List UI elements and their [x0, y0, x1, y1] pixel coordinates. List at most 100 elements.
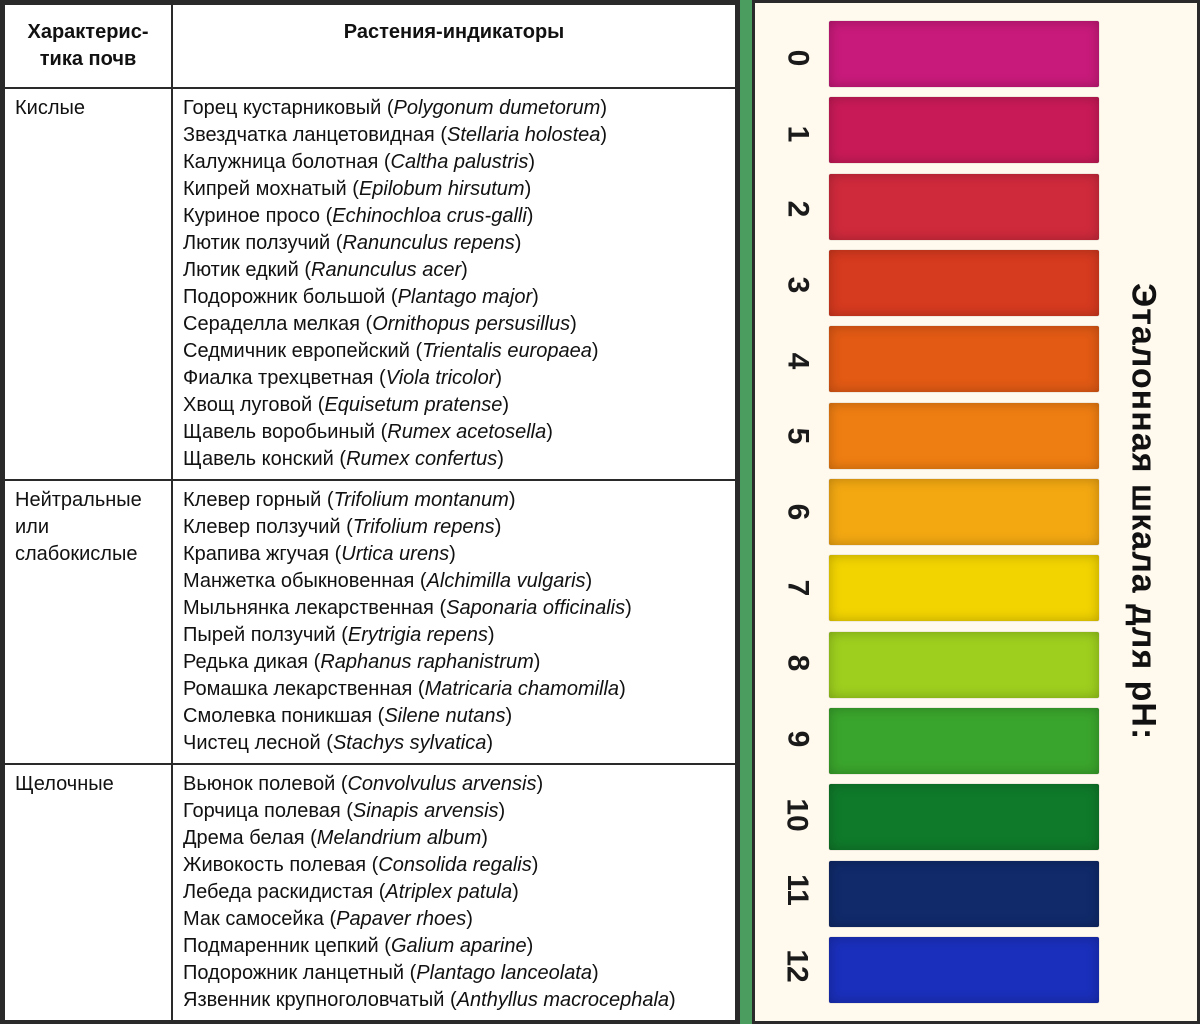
ph-scale-swatches [829, 21, 1099, 1003]
plant-entry: Подорожник ланцетный (Plantago lanceolat… [183, 960, 725, 987]
plant-name-ru: Горчица полевая [183, 800, 341, 822]
plant-entry: Крапива жгучая (Urtica urens) [183, 541, 725, 568]
table-header-plants: Растения-индикаторы [172, 4, 736, 88]
plant-entry: Подмаренник цепкий (Galium aparine) [183, 933, 725, 960]
plant-entry: Звездчатка ланцетовидная (Stellaria holo… [183, 122, 725, 149]
plant-name-latin: Anthyllus macrocephala [457, 989, 669, 1011]
plant-name-ru: Куриное просо [183, 205, 320, 227]
plant-name-ru: Язвенник крупноголовчатый [183, 989, 444, 1011]
plant-name-ru: Подорожник ланцетный [183, 962, 404, 984]
plant-name-latin: Viola tricolor [386, 367, 496, 389]
ph-value-label: 6 [760, 504, 834, 521]
plant-name-latin: Galium aparine [391, 935, 527, 957]
plant-name-ru: Вьюнок полевой [183, 773, 335, 795]
plant-entry: Подорожник большой (Plantago major) [183, 284, 725, 311]
plant-name-latin: Erytrigia repens [348, 624, 488, 646]
plant-name-ru: Редька дикая [183, 651, 308, 673]
ph-color-swatch [829, 632, 1099, 698]
plant-entry: Щавель воробьиный (Rumex acetosella) [183, 419, 725, 446]
plant-entry: Лебеда раскидистая (Atriplex patula) [183, 879, 725, 906]
ph-scale-panel: 0123456789101112 Эталонная шкала для pH: [752, 0, 1200, 1024]
page-root: Характерис-тика почв Растения-индикаторы… [0, 0, 1200, 1024]
plant-entry: Щавель конский (Rumex confertus) [183, 446, 725, 473]
plant-name-latin: Papaver rhoes [336, 908, 466, 930]
table-row: ЩелочныеВьюнок полевой (Convolvulus arve… [4, 764, 736, 1021]
plant-entry: Живокость полевая (Consolida regalis) [183, 852, 725, 879]
plant-name-ru: Смолевка поникшая [183, 705, 372, 727]
plant-name-ru: Ромашка лекарственная [183, 678, 412, 700]
table-row: НейтральныеилислабокислыеКлевер горный (… [4, 480, 736, 764]
plant-name-ru: Щавель конский [183, 448, 334, 470]
plant-name-latin: Raphanus raphanistrum [320, 651, 533, 673]
plant-entry: Редька дикая (Raphanus raphanistrum) [183, 649, 725, 676]
ph-color-swatch [829, 555, 1099, 621]
plant-name-ru: Дрема белая [183, 827, 305, 849]
ph-scale-numbers: 0123456789101112 [773, 21, 821, 1003]
plant-entry: Сераделла мелкая (Ornithopus persusillus… [183, 311, 725, 338]
ph-color-swatch [829, 97, 1099, 163]
plant-entry: Язвенник крупноголовчатый (Anthyllus mac… [183, 987, 725, 1014]
plant-name-latin: Consolida regalis [378, 854, 531, 876]
plant-name-ru: Чистец лесной [183, 732, 321, 754]
plant-entry: Манжетка обыкновенная (Alchimilla vulgar… [183, 568, 725, 595]
plant-name-ru: Пырей ползучий [183, 624, 336, 646]
ph-color-swatch [829, 174, 1099, 240]
soil-type-cell: Нейтральныеилислабокислые [4, 480, 172, 764]
plant-name-ru: Манжетка обыкновенная [183, 570, 414, 592]
ph-color-swatch [829, 326, 1099, 392]
ph-value-label: 9 [760, 731, 834, 748]
ph-color-swatch [829, 861, 1099, 927]
plant-entry: Куриное просо (Echinochloa crus-galli) [183, 203, 725, 230]
plant-entry: Кипрей мохнатый (Epilobum hirsutum) [183, 176, 725, 203]
plant-name-ru: Мыльнянка лекарственная [183, 597, 434, 619]
plant-name-latin: Silene nutans [384, 705, 505, 727]
ph-color-swatch [829, 784, 1099, 850]
plant-name-latin: Melandrium album [317, 827, 482, 849]
ph-color-swatch [829, 937, 1099, 1003]
plant-name-ru: Звездчатка ланцетовидная [183, 124, 435, 146]
ph-value-label: 12 [760, 949, 834, 982]
plants-table: Характерис-тика почв Растения-индикаторы… [3, 3, 737, 1022]
plant-name-latin: Trientalis europaea [422, 340, 592, 362]
plant-entry: Мак самосейка (Papaver rhoes) [183, 906, 725, 933]
plant-entry: Дрема белая (Melandrium album) [183, 825, 725, 852]
plant-entry: Вьюнок полевой (Convolvulus arvensis) [183, 771, 725, 798]
plant-entry: Хвощ луговой (Equisetum pratense) [183, 392, 725, 419]
plant-name-ru: Хвощ луговой [183, 394, 312, 416]
plant-name-ru: Подмаренник цепкий [183, 935, 379, 957]
plants-cell: Клевер горный (Trifolium montanum)Клевер… [172, 480, 736, 764]
plant-entry: Пырей ползучий (Erytrigia repens) [183, 622, 725, 649]
ph-value-label: 10 [760, 798, 834, 831]
plants-table-panel: Характерис-тика почв Растения-индикаторы… [0, 0, 740, 1024]
plant-name-ru: Лебеда раскидистая [183, 881, 373, 903]
ph-color-swatch [829, 403, 1099, 469]
plant-name-latin: Alchimilla vulgaris [427, 570, 586, 592]
ph-value-label: 8 [760, 655, 834, 672]
plant-name-latin: Urtica urens [341, 543, 449, 565]
plant-entry: Чистец лесной (Stachys sylvatica) [183, 730, 725, 757]
plant-entry: Седмичник европейский (Trientalis europa… [183, 338, 725, 365]
table-row: КислыеГорец кустарниковый (Polygonum dum… [4, 88, 736, 480]
ph-value-label: 7 [760, 579, 834, 596]
plant-name-ru: Седмичник европейский [183, 340, 410, 362]
plant-entry: Ромашка лекарственная (Matricaria chamom… [183, 676, 725, 703]
plant-name-ru: Крапива жгучая [183, 543, 329, 565]
plant-name-latin: Plantago lanceolata [416, 962, 592, 984]
ph-value-label: 0 [760, 50, 834, 67]
plant-name-ru: Калужница болотная [183, 151, 378, 173]
plant-name-latin: Polygonum dumetorum [394, 97, 601, 119]
plant-name-ru: Мак самосейка [183, 908, 324, 930]
plants-cell: Горец кустарниковый (Polygonum dumetorum… [172, 88, 736, 480]
plant-entry: Клевер ползучий (Trifolium repens) [183, 514, 725, 541]
plant-name-latin: Saponaria officinalis [446, 597, 625, 619]
ph-value-label: 5 [760, 428, 834, 445]
plant-name-ru: Сераделла мелкая [183, 313, 360, 335]
plant-name-ru: Лютик ползучий [183, 232, 330, 254]
plant-name-latin: Stachys sylvatica [333, 732, 486, 754]
plant-entry: Лютик ползучий (Ranunculus repens) [183, 230, 725, 257]
ph-value-label: 2 [760, 201, 834, 218]
plant-entry: Горец кустарниковый (Polygonum dumetorum… [183, 95, 725, 122]
plant-name-latin: Plantago major [398, 286, 533, 308]
ph-color-swatch [829, 708, 1099, 774]
plant-name-latin: Ranunculus repens [342, 232, 514, 254]
